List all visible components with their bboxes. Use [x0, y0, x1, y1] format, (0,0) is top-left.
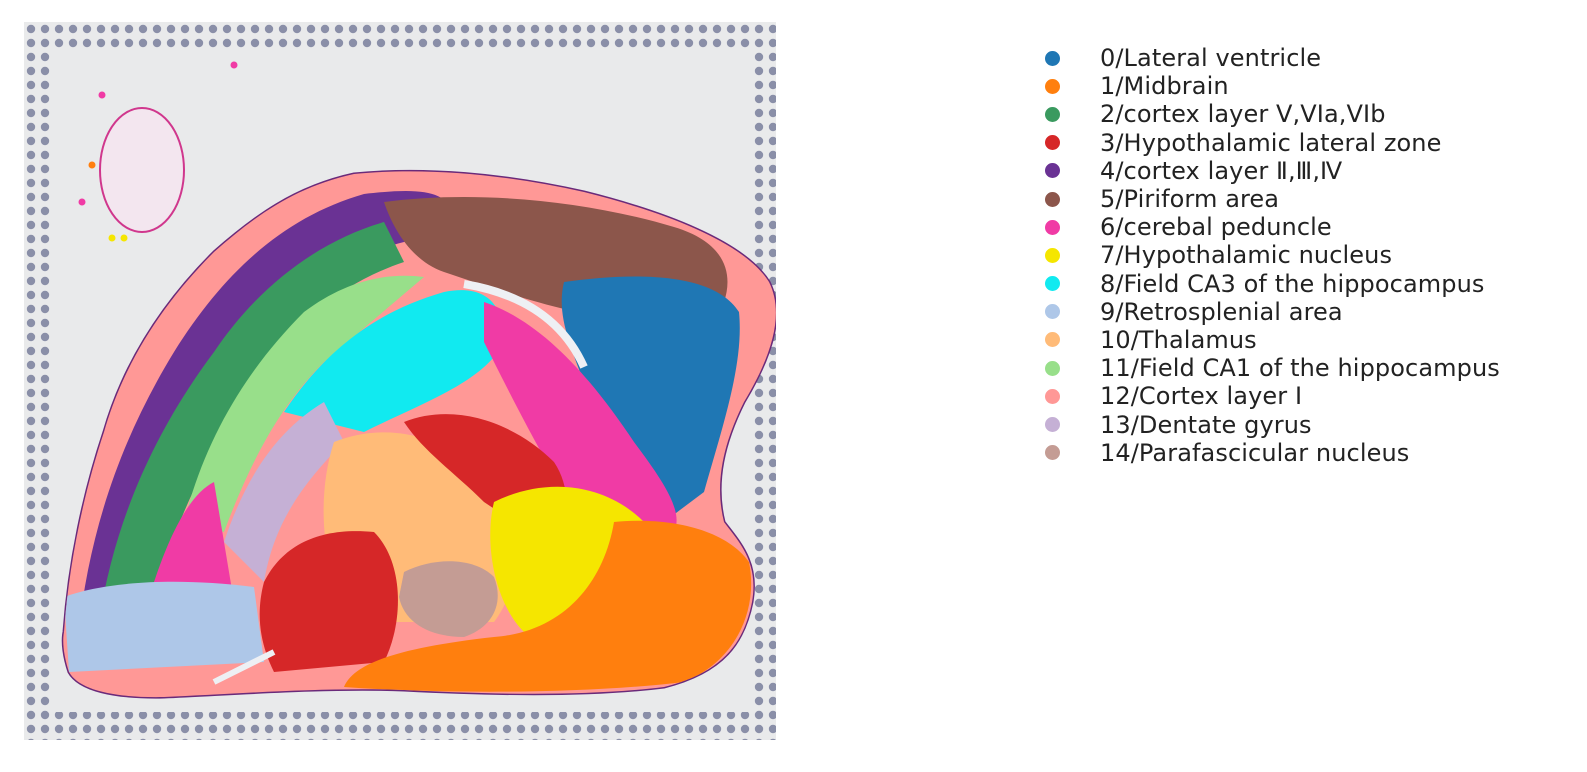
legend-label: 1/Midbrain [1100, 72, 1229, 101]
legend-entry: 2/cortex layer V,VIa,VIb [1036, 100, 1500, 128]
fragment-spot [78, 198, 86, 206]
legend-marker [1045, 417, 1060, 433]
legend-marker [1045, 332, 1060, 348]
legend-marker [1045, 163, 1060, 179]
legend-entry: 3/Hypothalamic lateral zone [1036, 129, 1500, 157]
legend-marker [1045, 50, 1060, 66]
legend-label: 2/cortex layer V,VIa,VIb [1100, 100, 1386, 129]
fragment-spot [98, 91, 106, 99]
region-retrosplenial-area [64, 581, 264, 672]
legend-entry: 5/Piriform area [1036, 185, 1500, 213]
legend-entry: 12/Cortex layer I [1036, 382, 1500, 410]
legend-marker [1045, 276, 1060, 292]
legend-marker [1045, 304, 1060, 320]
legend-label: 14/Parafascicular nucleus [1100, 438, 1410, 467]
region-cerebal-peduncle-lower [154, 482, 234, 612]
legend-entry: 0/Lateral ventricle [1036, 44, 1500, 72]
fiducial-border-left [24, 52, 54, 740]
region-cortex-layer-v-vi [99, 222, 404, 622]
legend-marker [1045, 106, 1060, 122]
legend-label: 11/Field CA1 of the hippocampus [1100, 354, 1500, 383]
region-lateral-ventricle [561, 276, 740, 522]
legend-marker [1045, 445, 1060, 461]
cluster-legend: 0/Lateral ventricle 1/Midbrain 2/cortex … [1036, 44, 1500, 467]
legend-label: 4/cortex layer Ⅱ,Ⅲ,Ⅳ [1100, 156, 1343, 185]
legend-entry: 7/Hypothalamic nucleus [1036, 241, 1500, 269]
legend-entry: 10/Thalamus [1036, 326, 1500, 354]
legend-label: 5/Piriform area [1100, 185, 1280, 214]
legend-label: 0/Lateral ventricle [1100, 44, 1322, 73]
legend-marker [1045, 191, 1060, 207]
legend-marker [1045, 135, 1060, 151]
fragment-spot [120, 234, 128, 242]
tissue-section-image [24, 22, 776, 740]
legend-entry: 9/Retrosplenial area [1036, 298, 1500, 326]
tissue-fissure [212, 649, 276, 685]
fiducial-border-right [752, 52, 776, 740]
legend-entry: 14/Parafascicular nucleus [1036, 439, 1500, 467]
legend-entry: 1/Midbrain [1036, 72, 1500, 100]
legend-label: 3/Hypothalamic lateral zone [1100, 128, 1442, 157]
legend-marker [1045, 247, 1060, 263]
legend-entry: 4/cortex layer Ⅱ,Ⅲ,Ⅳ [1036, 157, 1500, 185]
legend-entry: 8/Field CA3 of the hippocampus [1036, 270, 1500, 298]
legend-label: 12/Cortex layer I [1100, 382, 1303, 411]
legend-entry: 13/Dentate gyrus [1036, 410, 1500, 439]
legend-entry: 6/cerebal peduncle [1036, 213, 1500, 241]
legend-marker [1045, 360, 1060, 376]
region-field-ca1 [184, 275, 424, 532]
region-midbrain [344, 520, 752, 692]
legend-marker [1045, 219, 1060, 235]
legend-label: 8/Field CA3 of the hippocampus [1100, 269, 1485, 298]
fiducial-border-bottom [54, 712, 752, 740]
fragment-spot [108, 234, 116, 242]
region-cerebal-peduncle [484, 302, 677, 532]
region-hypothalamic-lateral-zone-lower [259, 531, 398, 672]
legend-label: 13/Dentate gyrus [1100, 410, 1312, 439]
tissue-fragment [99, 107, 185, 233]
legend-marker [1045, 388, 1060, 404]
legend-entry: 11/Field CA1 of the hippocampus [1036, 354, 1500, 382]
fragment-spot [88, 161, 96, 169]
region-dentate-gyrus [224, 402, 344, 582]
legend-label: 7/Hypothalamic nucleus [1100, 241, 1393, 270]
legend-marker [1045, 78, 1060, 94]
tissue-fissure [463, 280, 588, 369]
region-field-ca3 [284, 290, 504, 432]
legend-label: 10/Thalamus [1100, 325, 1257, 354]
legend-label: 9/Retrosplenial area [1100, 297, 1343, 326]
legend-label: 6/cerebal peduncle [1100, 213, 1332, 242]
region-parafascicular-nucleus [399, 561, 498, 637]
fiducial-border-top [24, 22, 776, 52]
stray-spot [230, 61, 238, 69]
